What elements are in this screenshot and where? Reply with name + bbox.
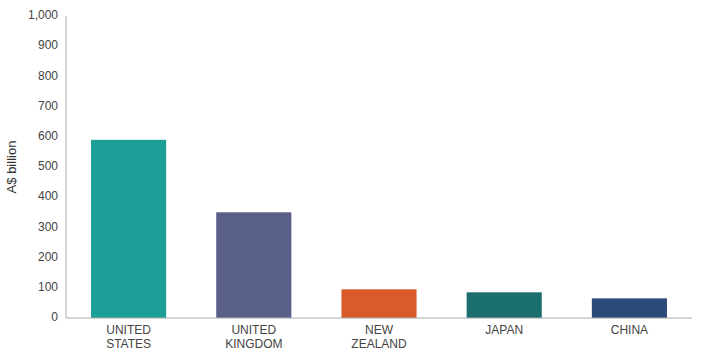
chart: 0 100 200 300 400 500 600 700 800 900 1,000 UNITEDS… [0, 0, 708, 364]
x-ticks: UNITEDSTATES UNITEDKINGDOM NEWZEALAND JAPAN… [106, 323, 648, 351]
y-tick-label: 500 [38, 159, 58, 173]
x-tick-label: JAPAN [485, 323, 523, 337]
bar [216, 212, 291, 318]
y-tick-label: 800 [38, 69, 58, 83]
x-tick-label: NEWZEALAND [351, 323, 407, 351]
y-tick-label: 400 [38, 189, 58, 203]
chart-container: 0 100 200 300 400 500 600 700 800 900 1,000 UNITEDS… [0, 0, 708, 364]
bar [91, 140, 166, 318]
y-ticks: 0 100 200 300 400 500 600 700 800 900 1,000 [28, 8, 58, 324]
y-tick-label: 100 [38, 280, 58, 294]
y-tick-label: 700 [38, 99, 58, 113]
y-tick-label: 0 [51, 310, 58, 324]
y-tick-label: 300 [38, 220, 58, 234]
y-axis-line [66, 16, 67, 318]
x-tick-label: UNITEDKINGDOM [225, 323, 282, 351]
bar [592, 298, 667, 318]
x-axis-line [66, 318, 692, 319]
bar [341, 289, 416, 318]
y-tick-label: 900 [38, 38, 58, 52]
bar [467, 292, 542, 318]
x-tick-label: CHINA [611, 323, 648, 337]
bars [91, 140, 667, 318]
y-axis-label: A$ billion [4, 141, 19, 194]
y-tick-label: 1,000 [28, 8, 58, 22]
y-tick-label: 600 [38, 129, 58, 143]
x-tick-label: UNITEDSTATES [106, 323, 151, 351]
y-tick-label: 200 [38, 250, 58, 264]
